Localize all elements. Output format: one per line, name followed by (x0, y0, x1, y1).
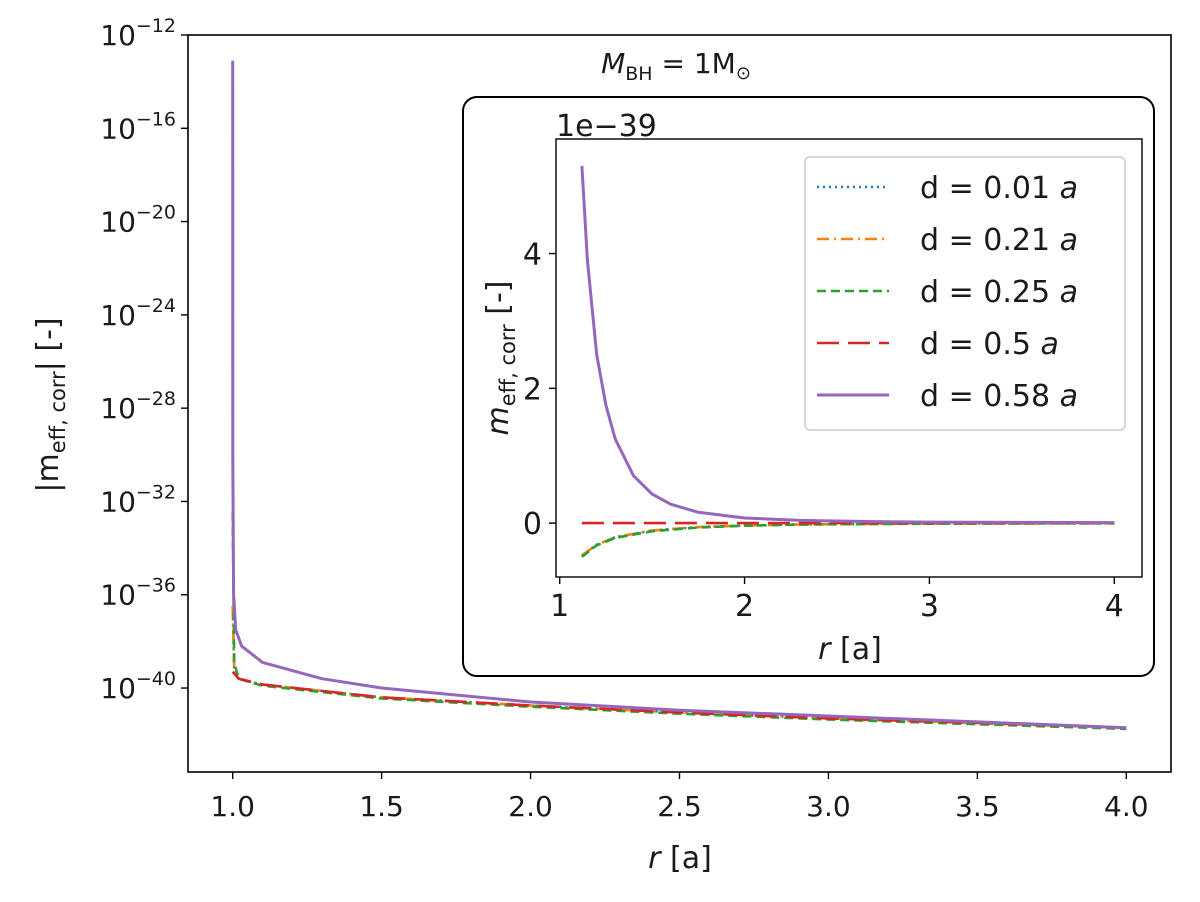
inset-y-ticks: 0 2 4 (523, 238, 556, 542)
main-y-tick-label: 10−24 (100, 295, 176, 332)
legend-label: d = 0.5 a (920, 327, 1059, 362)
legend-box (804, 156, 1126, 431)
main-title: MBH = 1M⊙ (601, 47, 751, 85)
main-y-tick-label: 10−28 (100, 388, 176, 425)
main-series-line (231, 60, 1127, 730)
main-x-tick-label: 3.5 (955, 790, 1000, 823)
main-y-ticks: 10−12 10−16 10−20 10−24 10−28 10−32 10−36 10−40 (100, 15, 188, 705)
main-x-tick-label: 1.0 (210, 790, 255, 823)
legend-label: d = 0.25 a (920, 275, 1078, 310)
inset-x-tick-label: 1 (550, 589, 569, 624)
main-x-tick-label: 4.0 (1104, 790, 1149, 823)
main-series-group (231, 60, 1127, 731)
main-plot: 1.0 1.5 2.0 2.5 3.0 3.5 4.0 10−1210−1610−2010−… (31, 15, 1172, 876)
main-y-axis-label: |meff, corr| [-] (31, 317, 70, 492)
main-x-axis-label: r [a] (648, 841, 712, 876)
main-x-tick-label: 2.5 (657, 790, 702, 823)
legend-label: d = 0.58 a (920, 379, 1078, 414)
main-x-tick-label: 2.0 (508, 790, 553, 823)
inset-x-tick-label: 3 (920, 589, 939, 624)
legend-label: d = 0.01 a (920, 171, 1078, 206)
inset-x-axis-label: r [a] (818, 632, 882, 667)
inset-legend: d = 0.01 a d = 0.21 a d = 0.25 a d = 0.5 a d… (804, 156, 1126, 431)
inset-axes-frame (555, 138, 1143, 578)
main-y-tick-label: 10−12 (100, 15, 176, 52)
legend-entries: d = 0.01 a d = 0.21 a d = 0.25 a d = 0.5 a d… (817, 171, 1078, 414)
inset-x-tick-label: 2 (735, 589, 754, 624)
main-series-line (231, 670, 1127, 729)
inset-offset-text: 1e−39 (556, 109, 657, 144)
inset-y-axis-label: meff, corr [-] (481, 280, 520, 435)
inset-y-tick-label: 0 (523, 507, 542, 542)
inset-x-ticks: 1 2 3 4 (550, 577, 1124, 624)
main-x-ticks: 1.0 1.5 2.0 2.5 3.0 3.5 4.0 (210, 772, 1149, 823)
inset-plot: 1 2 3 4 0 2 4 1e−39 r [a] meff, corr [-] d = … (462, 96, 1155, 677)
main-y-tick-label: 10−36 (100, 575, 176, 612)
main-y-tick-label: 10−20 (100, 202, 176, 239)
main-y-tick-label: 10−16 (100, 108, 176, 145)
main-x-tick-label: 1.5 (359, 790, 404, 823)
inset-y-tick-label: 4 (523, 238, 542, 273)
main-y-tick-label: 10−40 (100, 668, 176, 705)
inset-y-tick-label: 2 (523, 372, 542, 407)
inset-series-group (580, 165, 1115, 558)
legend-label: d = 0.21 a (920, 223, 1078, 258)
inset-x-tick-label: 4 (1105, 589, 1124, 624)
main-x-tick-label: 3.0 (806, 790, 851, 823)
main-y-tick-label: 10−32 (100, 481, 176, 518)
inset-series-line (580, 165, 1115, 525)
